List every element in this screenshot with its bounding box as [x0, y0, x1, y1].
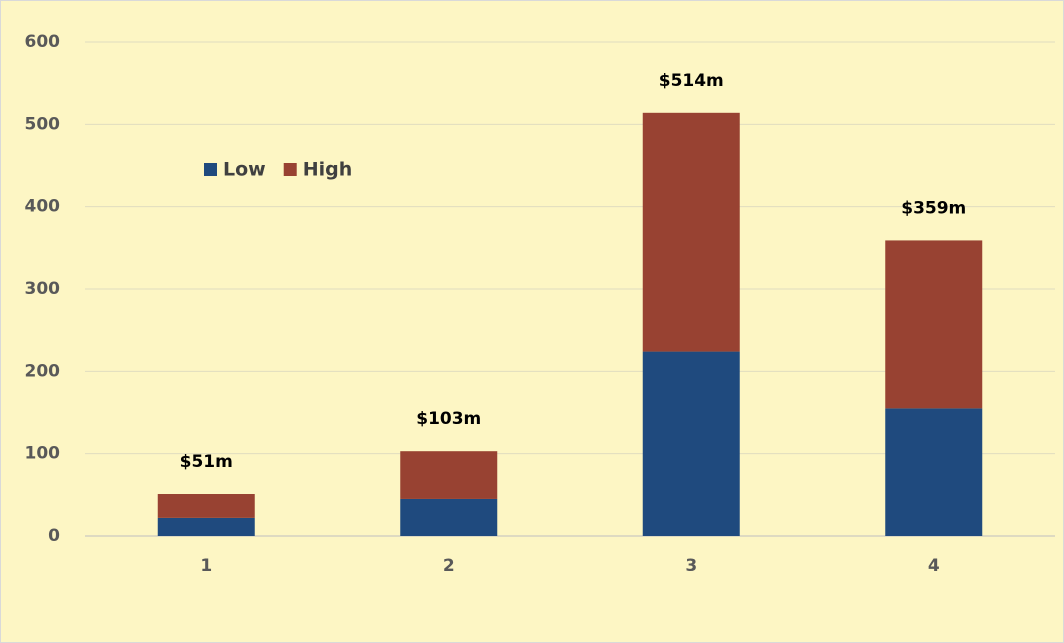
y-tick-label: 0 [48, 526, 60, 546]
legend-swatch [283, 163, 297, 176]
bar-segment [157, 494, 255, 518]
bar-segment [642, 351, 740, 536]
x-tick-label: 1 [200, 556, 212, 576]
bar-segment [400, 498, 498, 536]
bar-segment [885, 240, 983, 409]
bar-segment [885, 408, 983, 536]
legend-label: High [303, 159, 353, 181]
y-tick-label: 400 [25, 197, 61, 217]
legend-swatch [204, 163, 217, 176]
total-label: $359m [901, 198, 966, 218]
y-tick-label: 300 [25, 279, 61, 299]
bar-segment [157, 517, 255, 536]
x-tick-label: 4 [928, 556, 940, 576]
x-tick-label: 2 [443, 556, 455, 576]
total-label: $51m [180, 452, 233, 472]
y-tick-label: 600 [25, 32, 61, 52]
y-tick-label: 100 [25, 444, 61, 464]
bar-segment [642, 112, 740, 352]
y-tick-label: 500 [25, 114, 61, 134]
bar-segment [400, 451, 498, 499]
total-label: $514m [659, 71, 724, 91]
legend-label: Low [223, 159, 266, 181]
x-tick-label: 3 [685, 556, 697, 576]
y-tick-label: 200 [25, 361, 61, 381]
total-label: $103m [416, 409, 481, 429]
